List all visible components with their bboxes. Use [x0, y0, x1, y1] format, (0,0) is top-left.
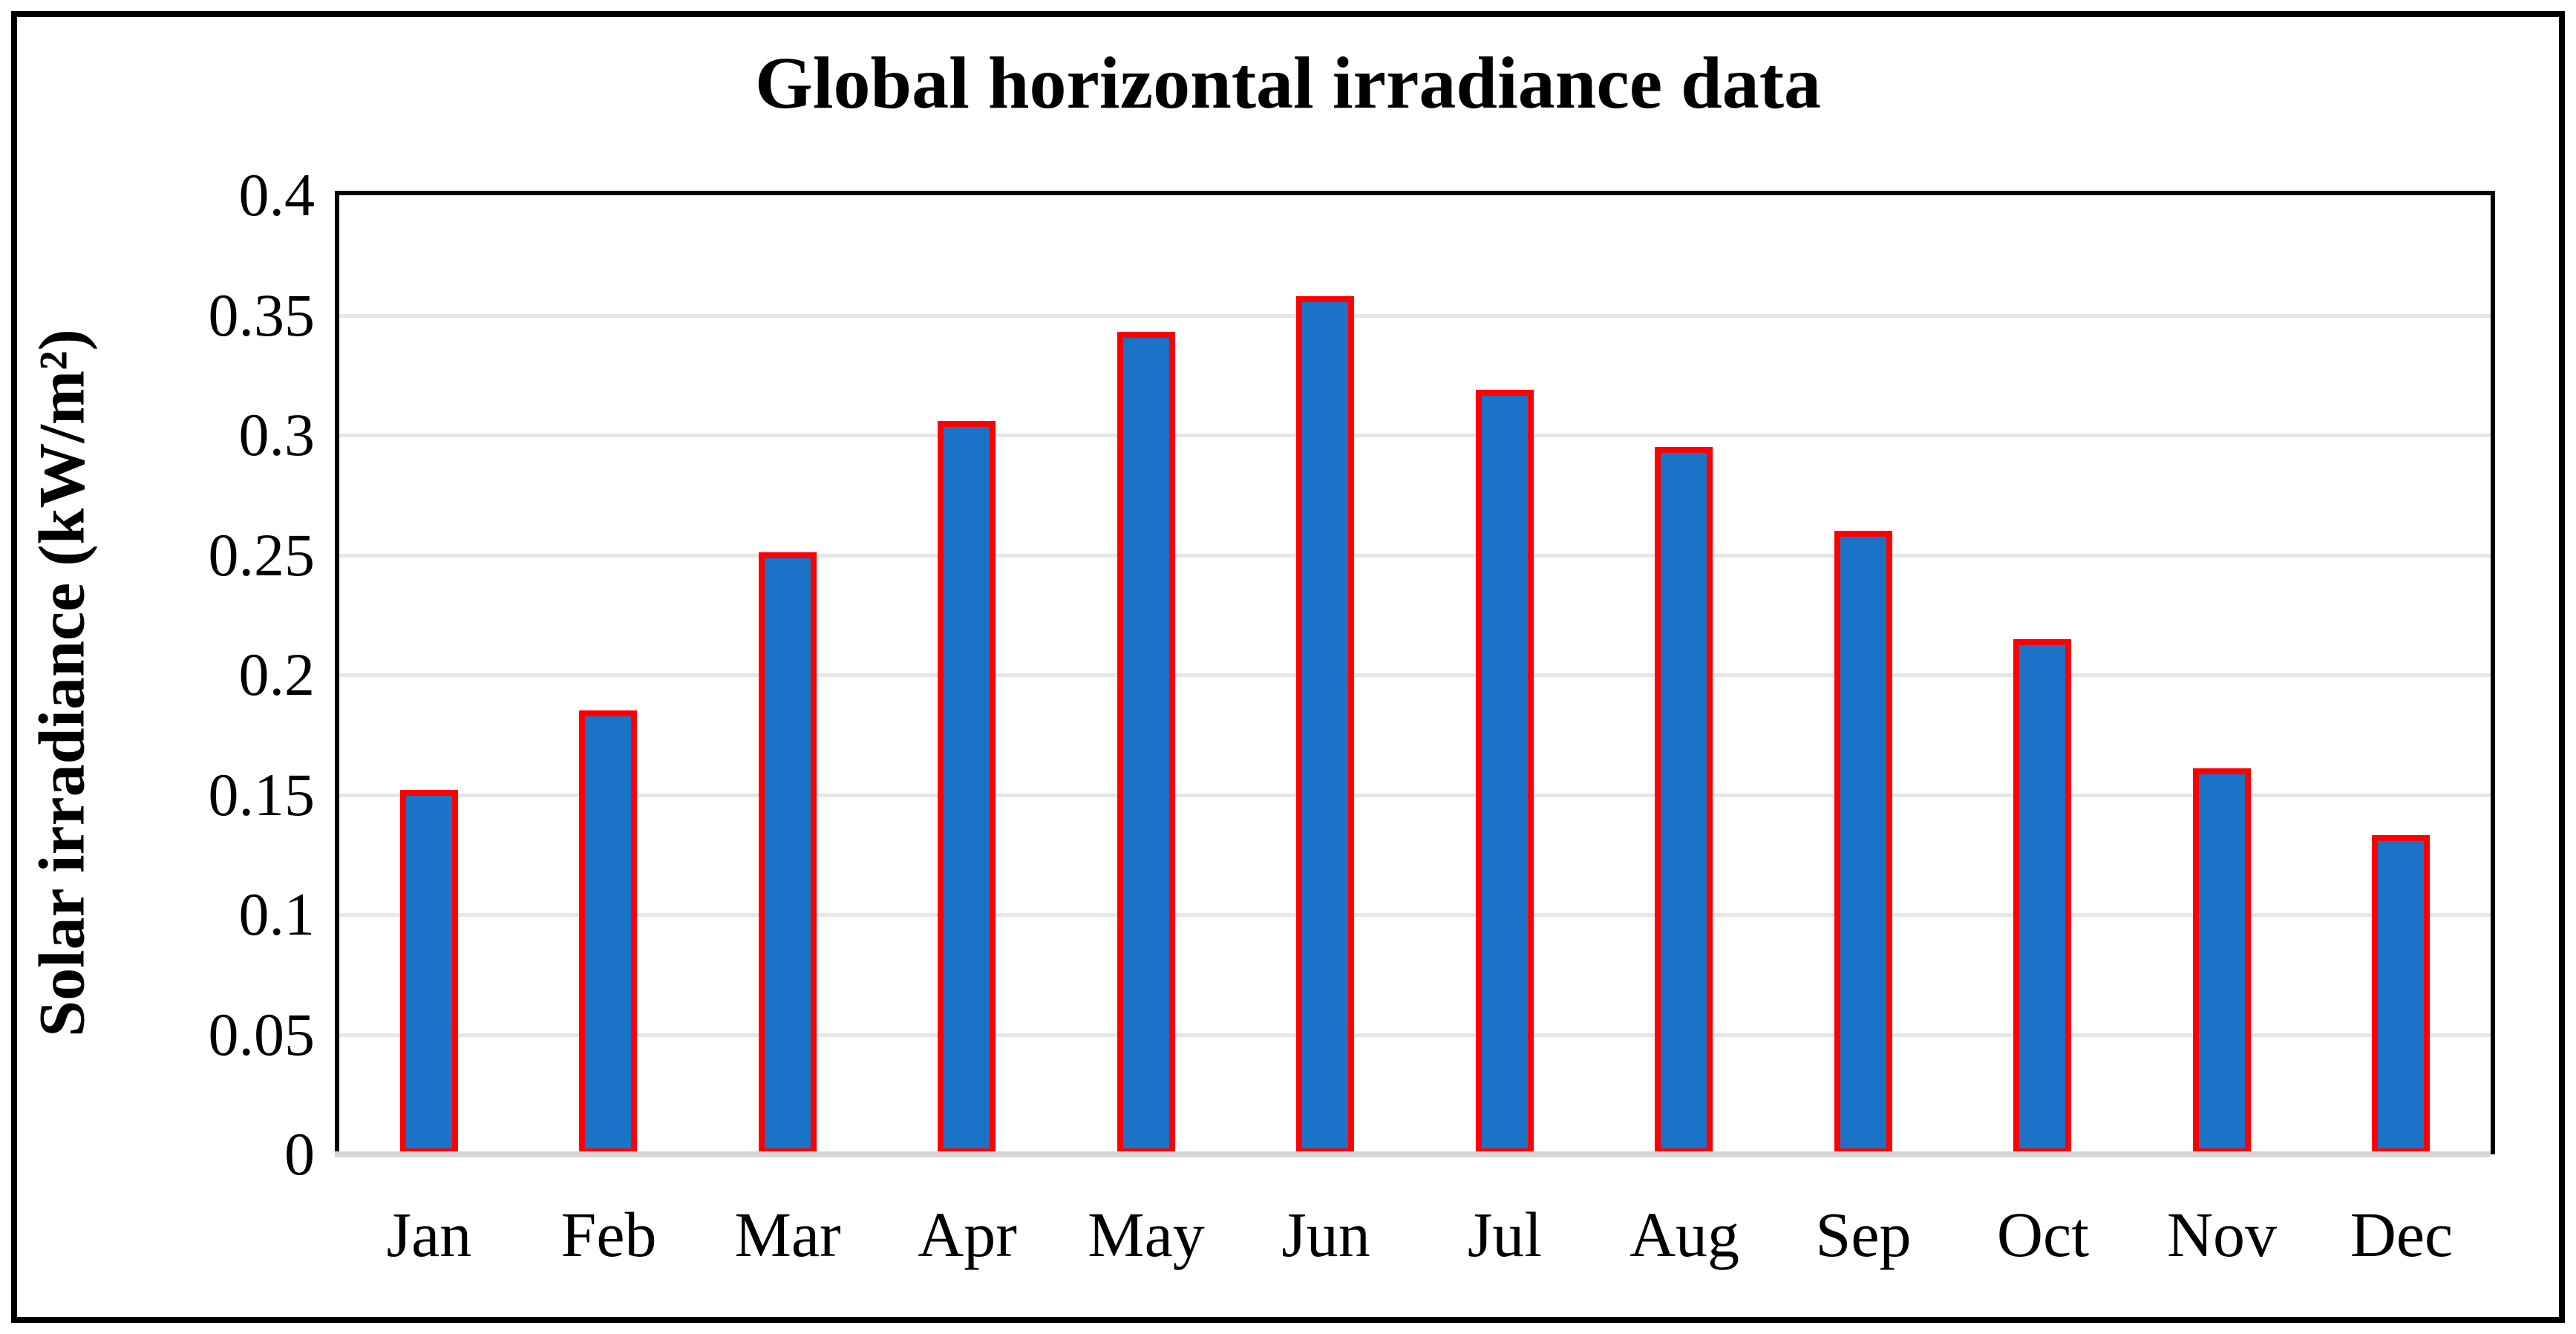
x-tick-label-sep: Sep — [1815, 1199, 1912, 1270]
y-tick-label: 0.2 — [238, 641, 316, 708]
gridline — [339, 314, 2491, 318]
x-tick-label-oct: Oct — [1996, 1199, 2090, 1270]
bars-layer — [339, 195, 2491, 1154]
x-tick-label-dec: Dec — [2350, 1199, 2454, 1270]
gridline — [339, 913, 2491, 917]
bar-oct — [2013, 639, 2071, 1154]
plot-area — [335, 191, 2495, 1157]
bar-apr — [938, 421, 996, 1154]
bar-aug — [1655, 447, 1713, 1154]
x-tick-label-mar: Mar — [734, 1199, 841, 1270]
chart-title: Global horizontal irradiance data — [754, 42, 1822, 124]
gridline — [339, 554, 2491, 558]
x-tick-label-feb: Feb — [560, 1199, 657, 1270]
x-tick-label-aug: Aug — [1629, 1199, 1740, 1270]
x-tick-label-jun: Jun — [1281, 1199, 1370, 1270]
y-tick-label: 0.05 — [208, 1001, 316, 1068]
bar-jan — [400, 790, 458, 1154]
bar-jul — [1476, 390, 1534, 1154]
y-tick-label: 0.15 — [208, 761, 316, 828]
gridline — [339, 1033, 2491, 1037]
x-tick-label-apr: Apr — [918, 1199, 1017, 1270]
bar-sep — [1834, 531, 1892, 1154]
y-tick-label: 0.4 — [238, 161, 316, 229]
x-axis-line — [335, 1151, 2491, 1157]
x-tick-label-jul: Jul — [1467, 1199, 1543, 1270]
bar-nov — [2193, 768, 2251, 1154]
y-tick-label: 0.35 — [208, 281, 316, 349]
bar-mar — [759, 552, 817, 1154]
gridlines-layer — [339, 195, 2491, 1154]
y-tick-label: 0 — [284, 1120, 315, 1188]
gridline — [339, 673, 2491, 677]
chart-outer-border — [11, 11, 2565, 1323]
x-tick-label-jan: Jan — [386, 1199, 472, 1270]
gridline — [339, 794, 2491, 797]
y-tick-label: 0.3 — [238, 401, 316, 468]
bar-jun — [1296, 296, 1354, 1154]
x-axis-tick-labels: Jan Feb Mar Apr May Jun Jul Aug Sep Oct Nov Dec — [339, 1194, 2491, 1275]
bar-dec — [2372, 835, 2430, 1154]
x-tick-label-nov: Nov — [2166, 1199, 2278, 1270]
y-tick-label: 0.25 — [208, 521, 316, 589]
bar-may — [1117, 332, 1175, 1154]
gridline — [339, 434, 2491, 437]
y-tick-label: 0.1 — [238, 880, 316, 948]
x-tick-label-may: May — [1088, 1199, 1205, 1270]
bar-feb — [579, 710, 637, 1154]
